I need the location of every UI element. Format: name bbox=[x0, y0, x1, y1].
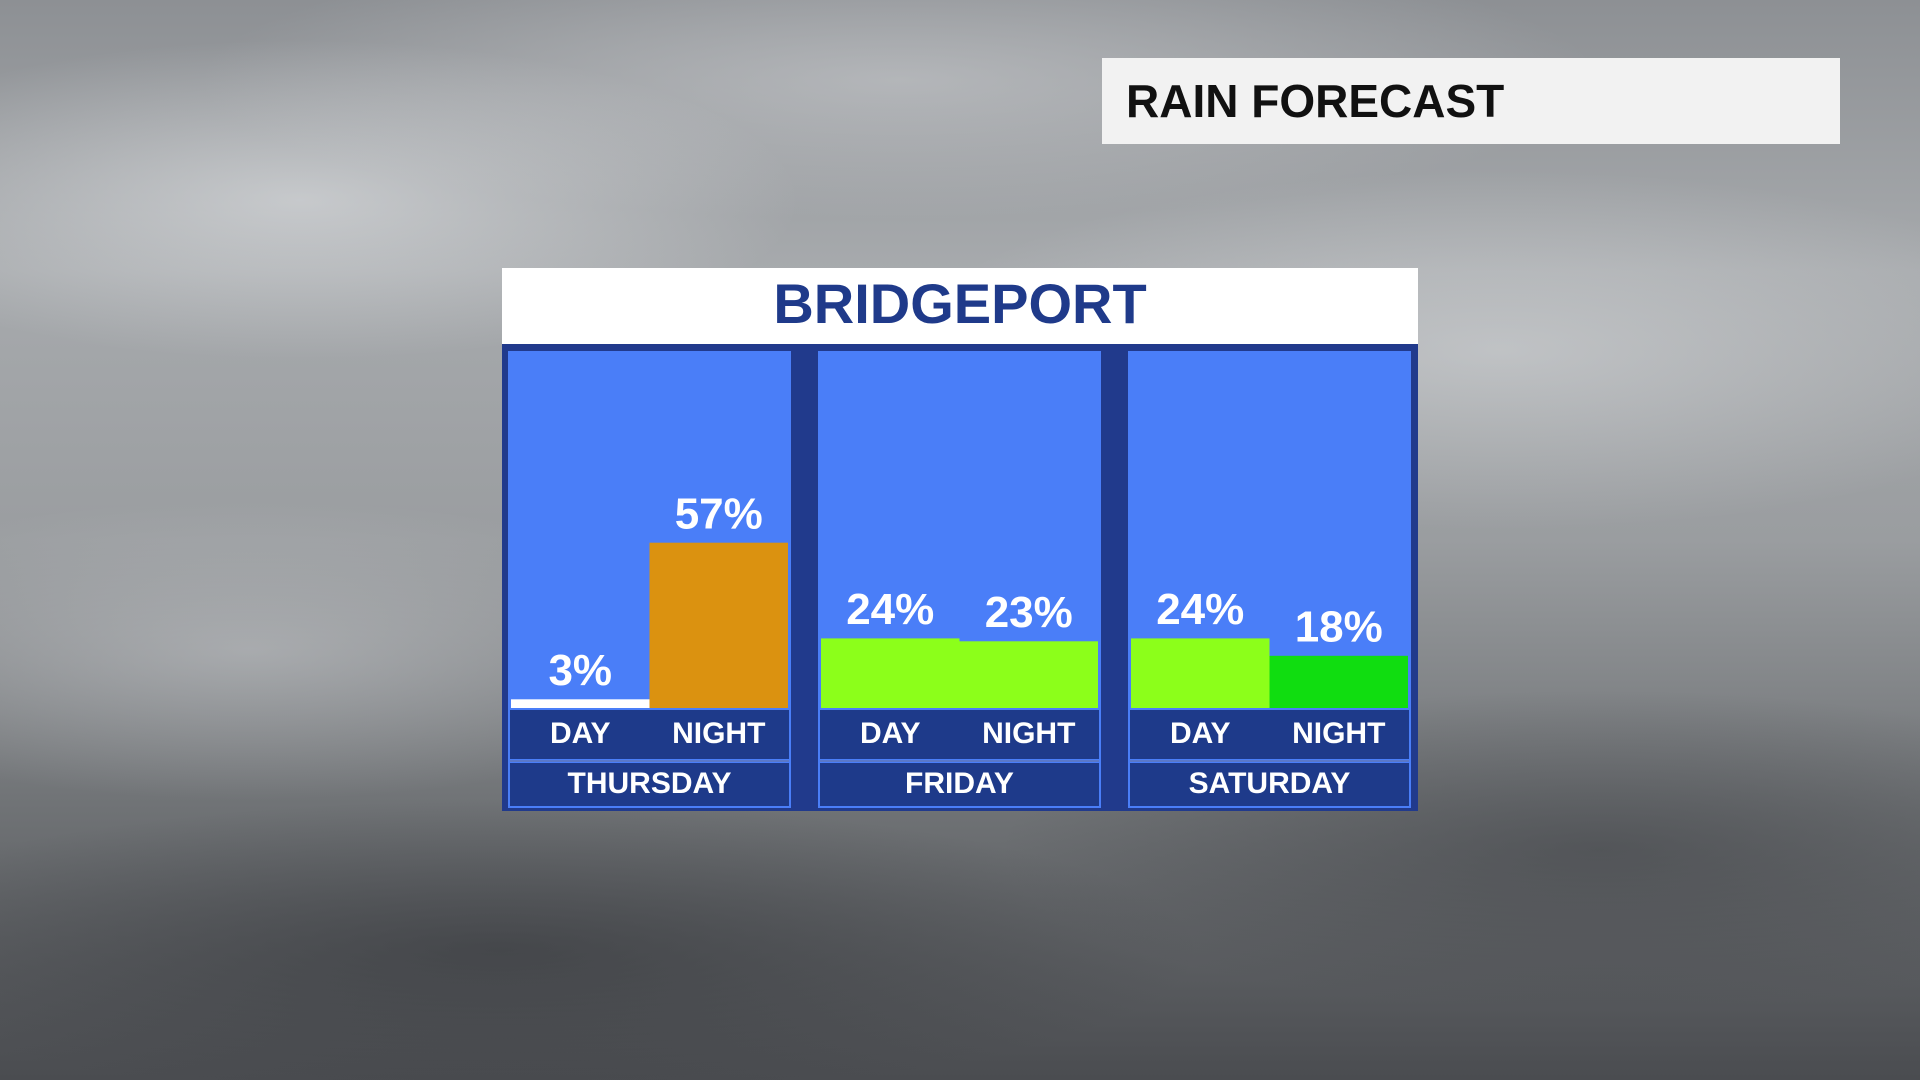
page-title: RAIN FORECAST bbox=[1126, 75, 1505, 127]
value-label: 18% bbox=[1295, 602, 1383, 651]
value-label: 57% bbox=[675, 489, 763, 538]
category-label: DAY bbox=[1170, 717, 1231, 750]
bar bbox=[1269, 655, 1408, 708]
label-band bbox=[1130, 710, 1409, 759]
category-label: NIGHT bbox=[982, 717, 1075, 750]
value-label: 23% bbox=[985, 588, 1073, 637]
category-label: NIGHT bbox=[1292, 717, 1385, 750]
chart-title: BRIDGEPORT bbox=[773, 272, 1146, 335]
value-label: 24% bbox=[1156, 585, 1244, 634]
title-badge: RAIN FORECAST bbox=[1102, 58, 1840, 144]
bar bbox=[511, 699, 650, 708]
label-band bbox=[510, 710, 789, 759]
bar bbox=[1131, 638, 1270, 708]
group-label: FRIDAY bbox=[905, 767, 1014, 800]
value-label: 24% bbox=[846, 585, 934, 634]
group-label: SATURDAY bbox=[1189, 767, 1351, 800]
category-label: DAY bbox=[860, 717, 921, 750]
value-label: 3% bbox=[548, 646, 612, 695]
group-label: THURSDAY bbox=[568, 767, 732, 800]
bar bbox=[821, 638, 960, 708]
day-band bbox=[510, 763, 789, 806]
category-label: NIGHT bbox=[672, 717, 765, 750]
day-band bbox=[1130, 763, 1409, 806]
category-label: DAY bbox=[550, 717, 611, 750]
chart-header bbox=[502, 268, 1418, 344]
bar bbox=[959, 641, 1098, 708]
day-band bbox=[820, 763, 1099, 806]
bar bbox=[649, 542, 788, 708]
label-band bbox=[820, 710, 1099, 759]
